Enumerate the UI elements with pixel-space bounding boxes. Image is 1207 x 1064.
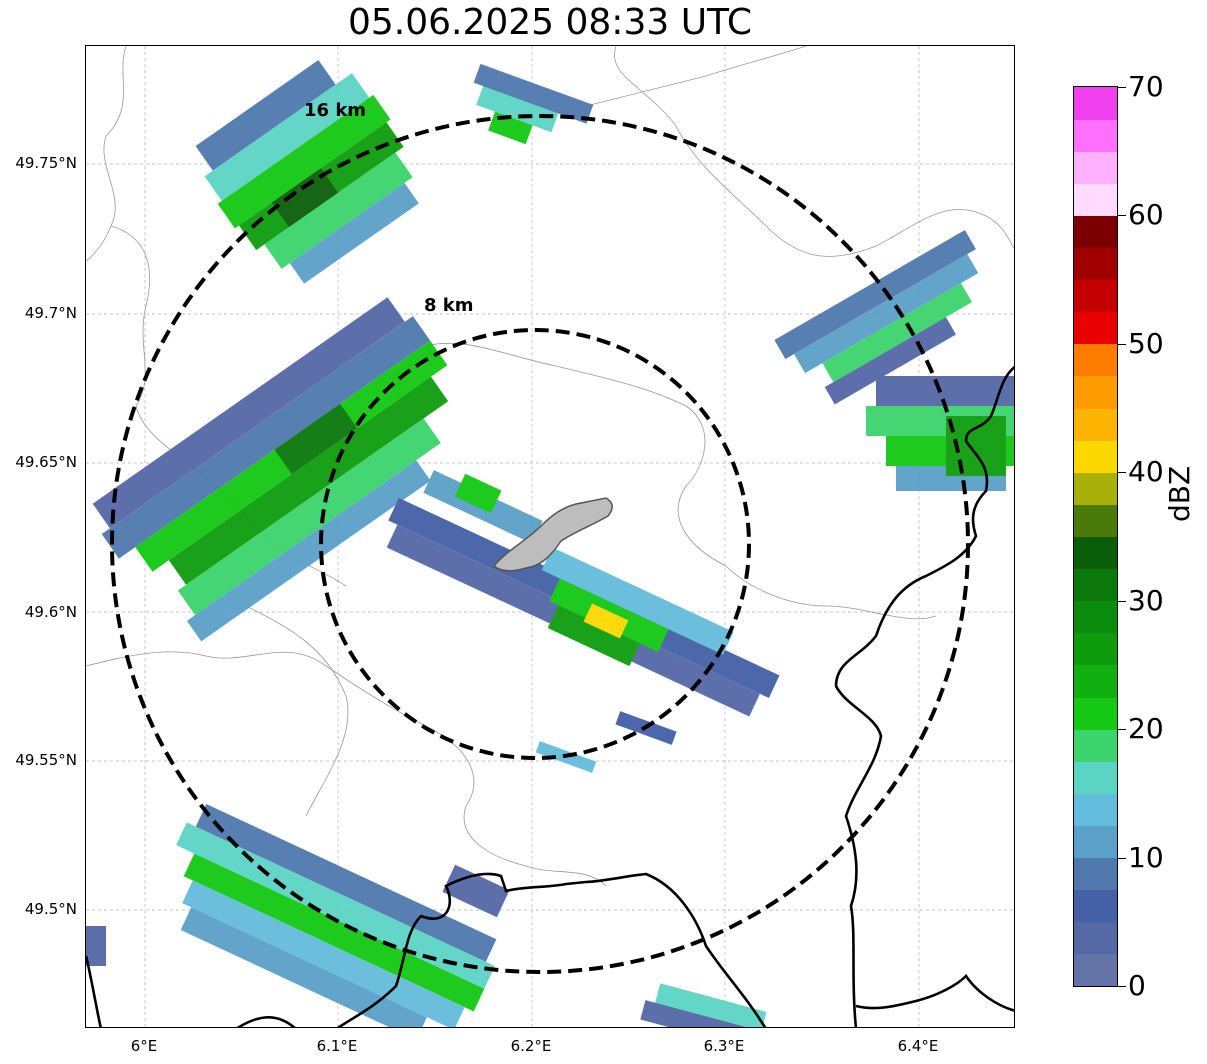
colorbar-segment: [1074, 921, 1117, 955]
colorbar-segment: [1074, 279, 1117, 313]
colorbar-segment: [1074, 697, 1117, 730]
colorbar-segment: [1074, 343, 1117, 377]
colorbar-segment: [1074, 536, 1117, 570]
x-tick-label: 6.1°E: [316, 1037, 358, 1055]
colorbar-segment: [1074, 87, 1117, 120]
radar-map-svg: 8 km 16 km: [86, 46, 1014, 1027]
x-tick-label: 6.2°E: [510, 1037, 552, 1055]
colorbar-tick-mark: [1118, 986, 1126, 987]
colorbar-segment: [1074, 729, 1117, 762]
y-tick-label: 49.5°N: [24, 900, 77, 918]
colorbar-tick-label: 20: [1128, 712, 1164, 746]
colorbar-tick-mark: [1118, 600, 1126, 602]
colorbar: [1073, 86, 1118, 987]
range-ring-8km: [319, 328, 751, 760]
chart-title: 05.06.2025 08:33 UTC: [347, 2, 753, 43]
x-tick-label: 6.4°E: [897, 1037, 939, 1055]
colorbar-tick-mark: [1118, 215, 1126, 217]
colorbar-segment: [1074, 183, 1117, 216]
national-border: [86, 366, 1014, 1027]
colorbar-tick-label: 60: [1128, 198, 1164, 232]
colorbar-tick-label: 10: [1128, 840, 1164, 874]
colorbar-tick-label: 30: [1128, 583, 1164, 617]
admin-boundaries: [86, 46, 1014, 887]
y-tick-label: 49.65°N: [15, 453, 77, 471]
colorbar-title: dBZ: [1163, 465, 1196, 522]
ring-label-8km: 8 km: [424, 295, 474, 316]
colorbar-segment: [1074, 151, 1117, 184]
colorbar-tick-mark: [1118, 472, 1126, 474]
colorbar-tick-mark: [1118, 87, 1126, 88]
lake-shape: [492, 497, 613, 572]
x-tick-label: 6°E: [130, 1037, 158, 1055]
y-tick-label: 49.6°N: [24, 603, 77, 621]
colorbar-segment: [1074, 440, 1117, 473]
colorbar-segment: [1074, 664, 1117, 698]
colorbar-segment: [1074, 119, 1117, 152]
colorbar-tick-label: 0: [1128, 969, 1146, 1002]
colorbar-segment: [1074, 215, 1117, 249]
y-tick-label: 49.7°N: [24, 304, 77, 322]
colorbar-segment: [1074, 793, 1117, 826]
colorbar-segment: [1074, 953, 1117, 987]
colorbar-segment: [1074, 472, 1117, 505]
colorbar-tick-mark: [1118, 343, 1126, 345]
colorbar-segment: [1074, 504, 1117, 537]
radar-map[interactable]: 8 km 16 km: [85, 45, 1015, 1028]
y-tick-label: 49.55°N: [15, 751, 77, 769]
colorbar-segment: [1074, 825, 1117, 859]
ring-label-16km: 16 km: [304, 100, 366, 121]
colorbar-segment: [1074, 408, 1117, 441]
colorbar-segment: [1074, 632, 1117, 666]
radar-echoes: [86, 60, 1014, 1027]
colorbar-tick-label: 50: [1128, 326, 1164, 360]
x-tick-label: 6.3°E: [703, 1037, 745, 1055]
colorbar-tick-label: 40: [1128, 455, 1164, 489]
colorbar-segment: [1074, 857, 1117, 891]
colorbar-segment: [1074, 600, 1117, 634]
range-ring-16km: [110, 114, 970, 974]
colorbar-segment: [1074, 568, 1117, 602]
colorbar-segment: [1074, 889, 1117, 923]
colorbar-tick-mark: [1118, 857, 1126, 859]
colorbar-segment: [1074, 375, 1117, 409]
colorbar-segment: [1074, 761, 1117, 794]
colorbar-tick-label: 70: [1128, 70, 1164, 103]
colorbar-segment: [1074, 247, 1117, 281]
colorbar-tick-mark: [1118, 729, 1126, 731]
y-tick-label: 49.75°N: [15, 154, 77, 172]
range-rings: [110, 114, 970, 974]
colorbar-segment: [1074, 311, 1117, 345]
